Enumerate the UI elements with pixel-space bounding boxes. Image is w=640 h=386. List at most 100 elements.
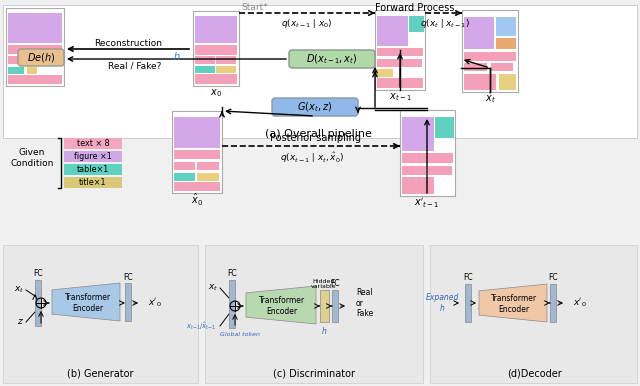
Polygon shape bbox=[479, 284, 547, 322]
Bar bbox=[229, 280, 235, 328]
Bar bbox=[36, 56, 60, 64]
Polygon shape bbox=[246, 286, 316, 324]
Bar bbox=[496, 38, 516, 49]
Text: title×1: title×1 bbox=[79, 178, 107, 187]
Bar bbox=[499, 74, 516, 90]
Text: (b) Generator: (b) Generator bbox=[67, 368, 133, 378]
Text: $x_{t-1}$: $x_{t-1}$ bbox=[388, 91, 412, 103]
Bar bbox=[402, 166, 426, 174]
Bar bbox=[195, 73, 237, 84]
Text: Posterior sampling: Posterior sampling bbox=[269, 133, 360, 143]
Bar bbox=[193, 11, 239, 86]
Bar bbox=[435, 117, 454, 137]
Bar bbox=[195, 15, 237, 42]
FancyBboxPatch shape bbox=[289, 50, 375, 68]
Bar bbox=[377, 59, 399, 67]
Bar bbox=[174, 162, 195, 170]
Text: Reconstruction: Reconstruction bbox=[94, 39, 162, 49]
Bar bbox=[402, 153, 453, 163]
Text: FC: FC bbox=[463, 274, 473, 283]
Text: Transformer
Encoder: Transformer Encoder bbox=[491, 294, 537, 314]
Polygon shape bbox=[52, 283, 120, 321]
Bar bbox=[464, 52, 516, 61]
Bar bbox=[35, 280, 41, 326]
Bar bbox=[400, 110, 455, 196]
Bar bbox=[465, 284, 471, 322]
Bar bbox=[464, 63, 487, 71]
Text: $\hat{x}_0$: $\hat{x}_0$ bbox=[191, 192, 203, 208]
Bar bbox=[3, 5, 637, 138]
Text: table×1: table×1 bbox=[77, 165, 109, 174]
Text: Real
or
Fake: Real or Fake bbox=[356, 288, 373, 318]
Text: $q(x_{t-1}\mid x_0)$: $q(x_{t-1}\mid x_0)$ bbox=[282, 17, 333, 29]
Bar bbox=[496, 17, 516, 36]
Text: $D(x_{t-1}, x_t)$: $D(x_{t-1}, x_t)$ bbox=[307, 52, 358, 66]
Bar bbox=[550, 284, 556, 322]
Text: (c) Discriminator: (c) Discriminator bbox=[273, 368, 355, 378]
Bar bbox=[26, 66, 37, 74]
Text: (a) Overall pipeline: (a) Overall pipeline bbox=[264, 129, 371, 139]
Bar bbox=[216, 56, 236, 64]
Bar bbox=[195, 56, 214, 64]
Text: Expaned
h: Expaned h bbox=[426, 293, 459, 313]
Bar bbox=[216, 66, 236, 73]
Text: $x_t$: $x_t$ bbox=[208, 283, 218, 293]
Text: $h$: $h$ bbox=[321, 325, 327, 335]
Bar bbox=[401, 59, 422, 67]
Bar bbox=[402, 177, 434, 194]
Text: Transformer
Encoder: Transformer Encoder bbox=[259, 296, 305, 316]
Text: $x_t$: $x_t$ bbox=[484, 93, 495, 105]
Bar bbox=[64, 177, 122, 188]
Text: $x_0$: $x_0$ bbox=[210, 87, 222, 99]
Bar bbox=[377, 15, 408, 46]
Bar bbox=[64, 138, 122, 149]
Text: FC: FC bbox=[548, 274, 558, 283]
Bar bbox=[409, 15, 424, 32]
Bar bbox=[195, 45, 237, 54]
Bar bbox=[375, 10, 425, 90]
Text: Forward Process: Forward Process bbox=[375, 3, 454, 13]
Bar bbox=[8, 75, 62, 84]
Text: Given
Condition: Given Condition bbox=[10, 148, 54, 168]
Bar bbox=[174, 149, 220, 159]
Bar bbox=[377, 78, 423, 88]
Bar bbox=[377, 47, 423, 56]
Text: $G(x_t, z)$: $G(x_t, z)$ bbox=[298, 100, 333, 114]
Text: figure ×1: figure ×1 bbox=[74, 152, 112, 161]
Text: $x_{t\!-\!1}/\hat{x}_{t\!-\!1}$: $x_{t\!-\!1}/\hat{x}_{t\!-\!1}$ bbox=[186, 320, 216, 332]
Bar bbox=[462, 10, 518, 92]
Bar bbox=[174, 173, 195, 181]
Text: FC: FC bbox=[123, 274, 133, 283]
Bar bbox=[172, 111, 222, 193]
FancyBboxPatch shape bbox=[272, 98, 358, 116]
Text: $x'_{t-1}$: $x'_{t-1}$ bbox=[414, 196, 440, 210]
Text: Transformer
Encoder: Transformer Encoder bbox=[65, 293, 111, 313]
Text: Global token: Global token bbox=[220, 332, 260, 337]
Bar bbox=[490, 63, 513, 71]
Text: FC: FC bbox=[33, 269, 43, 279]
Text: Real / Fake?: Real / Fake? bbox=[108, 61, 162, 71]
Bar bbox=[3, 245, 198, 383]
Text: (d)Decoder: (d)Decoder bbox=[507, 368, 561, 378]
Bar bbox=[195, 66, 214, 73]
Bar bbox=[377, 69, 393, 77]
Text: Start*: Start* bbox=[242, 3, 268, 12]
Text: $z$: $z$ bbox=[17, 318, 24, 327]
Bar bbox=[8, 66, 24, 74]
Bar bbox=[197, 162, 218, 170]
Bar bbox=[174, 117, 220, 148]
Text: $x_t$: $x_t$ bbox=[13, 285, 24, 295]
Bar bbox=[332, 290, 338, 322]
Bar bbox=[464, 74, 497, 90]
Bar bbox=[8, 45, 62, 54]
Bar bbox=[428, 166, 451, 174]
Bar bbox=[402, 117, 434, 151]
Bar bbox=[6, 8, 64, 86]
Bar bbox=[174, 182, 220, 191]
Text: FC: FC bbox=[227, 269, 237, 279]
Bar bbox=[197, 173, 218, 181]
Bar bbox=[320, 290, 329, 322]
Text: text × 8: text × 8 bbox=[77, 139, 109, 148]
Bar bbox=[464, 17, 494, 49]
Text: $q(x_{t-1}\mid x_t, \hat{x}_0)$: $q(x_{t-1}\mid x_t, \hat{x}_0)$ bbox=[280, 151, 344, 165]
